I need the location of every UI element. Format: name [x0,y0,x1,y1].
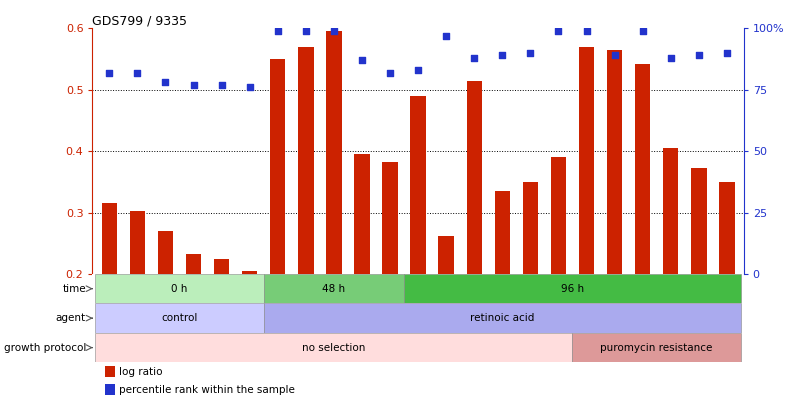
Bar [381,162,397,397]
Bar [95,303,263,333]
Text: 0 h: 0 h [171,284,187,294]
Point [383,69,396,76]
Bar [466,81,481,397]
Point [103,69,116,76]
Text: log ratio: log ratio [118,367,162,377]
Bar [185,254,201,397]
Text: GDS799 / 9335: GDS799 / 9335 [92,14,187,27]
Point [215,81,228,88]
Point [579,28,592,34]
Text: retinoic acid: retinoic acid [470,313,534,323]
Text: agent: agent [55,313,86,323]
Bar [606,50,622,397]
Bar [157,231,173,397]
Bar [95,274,263,303]
Text: growth protocol: growth protocol [3,343,86,353]
Bar [263,303,740,333]
Bar [634,64,650,397]
Bar [354,154,369,397]
Point [467,55,480,61]
Bar [270,59,285,397]
Point [607,52,620,59]
Bar [550,157,565,397]
Text: time: time [63,284,86,294]
Point [355,57,368,64]
Bar [410,96,426,397]
Point [187,81,200,88]
Point [524,50,536,56]
Bar [572,333,740,362]
Bar [95,333,572,362]
Bar [298,47,313,397]
Text: 96 h: 96 h [560,284,583,294]
Bar [718,182,734,397]
Bar [105,366,115,377]
Bar [326,32,341,397]
Text: no selection: no selection [302,343,365,353]
Point [439,32,452,39]
Point [552,28,565,34]
Bar [438,236,454,397]
Point [635,28,648,34]
Point [327,28,340,34]
Bar [404,274,740,303]
Text: percentile rank within the sample: percentile rank within the sample [118,385,294,395]
Bar [494,191,509,397]
Text: puromycin resistance: puromycin resistance [600,343,712,353]
Bar [691,168,706,397]
Point [719,50,732,56]
Point [131,69,144,76]
Point [159,79,172,85]
Point [243,84,256,91]
Point [691,52,704,59]
Bar [522,182,537,397]
Bar [662,148,678,397]
Bar [263,274,404,303]
Text: control: control [161,313,198,323]
Point [271,28,283,34]
Bar [578,47,593,397]
Point [495,52,508,59]
Bar [129,211,145,397]
Text: 48 h: 48 h [322,284,345,294]
Bar [101,203,117,397]
Point [663,55,676,61]
Bar [105,384,115,395]
Point [299,28,312,34]
Point [411,67,424,73]
Bar [214,259,229,397]
Bar [242,271,257,397]
